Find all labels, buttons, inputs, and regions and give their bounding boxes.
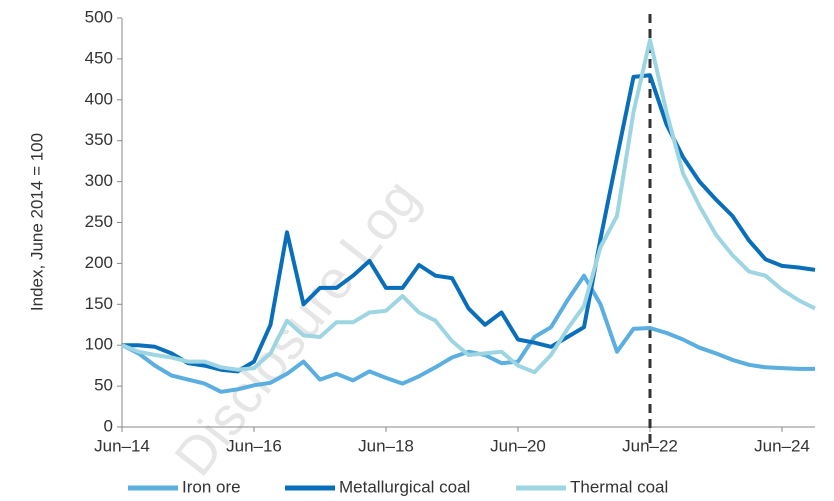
- series-line: [121, 273, 815, 394]
- x-tick-label: Jun–22: [622, 436, 678, 455]
- y-tick-label: 50: [94, 376, 113, 395]
- legend-label: Thermal coal: [570, 477, 668, 496]
- legend-label: Metallurgical coal: [339, 477, 470, 496]
- series-line: [121, 38, 816, 375]
- y-tick-label: 450: [85, 48, 113, 67]
- x-tick-label: Jun–16: [226, 436, 282, 455]
- y-tick-label: 400: [85, 89, 113, 108]
- y-tick-label: 250: [85, 212, 113, 231]
- x-tick-label: Jun–18: [358, 436, 414, 455]
- y-tick-label: 200: [85, 253, 113, 272]
- y-tick-label: 150: [85, 294, 113, 313]
- y-tick-label: 350: [85, 130, 113, 149]
- y-tick-label: 0: [104, 416, 113, 435]
- y-tick-label: 100: [85, 335, 113, 354]
- y-axis-label: Index, June 2014 = 100: [27, 133, 46, 311]
- x-tick-label: Jun–20: [490, 436, 546, 455]
- legend-label: Iron ore: [182, 477, 241, 496]
- y-tick-label: 300: [85, 171, 113, 190]
- y-tick-label: 500: [85, 7, 113, 26]
- x-tick-label: Jun–24: [754, 436, 810, 455]
- x-tick-label: Jun–14: [94, 436, 150, 455]
